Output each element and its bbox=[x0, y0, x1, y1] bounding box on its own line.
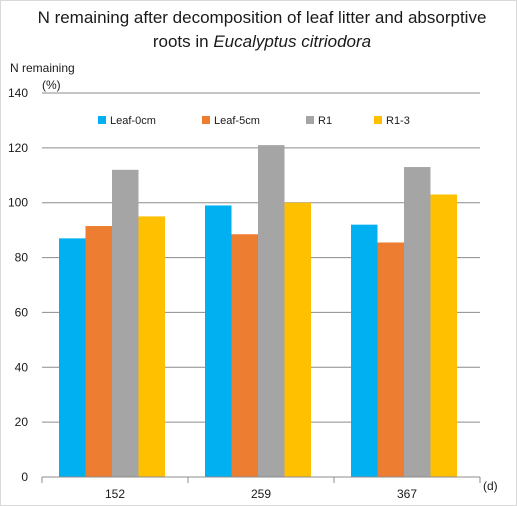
x-axis-label: (d) bbox=[483, 479, 498, 493]
legend-label-r1: R1 bbox=[318, 115, 332, 127]
y-tick-label-140: 140 bbox=[8, 86, 28, 100]
x-tick-label-259: 259 bbox=[251, 487, 271, 501]
y-tick-label-60: 60 bbox=[15, 305, 29, 319]
bar-leaf-5cm-152 bbox=[85, 226, 112, 477]
legend-swatch-leaf-5cm bbox=[202, 116, 210, 124]
bar-r1-152 bbox=[112, 169, 139, 478]
chart-title-line-1: N remaining after decomposition of leaf … bbox=[38, 8, 487, 27]
legend-swatch-r1-3 bbox=[374, 116, 382, 124]
y-tick-label-100: 100 bbox=[8, 196, 28, 210]
y-tick-label-0: 0 bbox=[21, 470, 28, 484]
bar-r1-3-367 bbox=[430, 194, 457, 477]
chart-title-species: Eucalyptus citriodora bbox=[213, 32, 371, 51]
y-tick-label-40: 40 bbox=[15, 360, 29, 374]
chart-title-line-2-plain: roots in bbox=[153, 32, 213, 51]
x-tick-label-367: 367 bbox=[397, 487, 417, 501]
y-axis-label: N remaining bbox=[10, 61, 75, 75]
x-tick-label-152: 152 bbox=[105, 487, 125, 501]
legend: Leaf-0cm Leaf-5cm R1 R1-3 bbox=[98, 115, 410, 127]
bar-leaf-0cm-152 bbox=[59, 238, 86, 477]
bar-r1-3-152 bbox=[138, 216, 165, 477]
bars bbox=[59, 145, 457, 478]
legend-swatch-r1 bbox=[306, 116, 314, 124]
legend-label-leaf-0cm: Leaf-0cm bbox=[110, 115, 156, 127]
chart-title-line-2: roots in Eucalyptus citriodora bbox=[153, 32, 371, 51]
x-axis: 152 259 367 bbox=[41, 476, 481, 501]
y-axis-unit: (%) bbox=[42, 78, 61, 92]
legend-label-r1-3: R1-3 bbox=[386, 115, 410, 127]
y-tick-label-20: 20 bbox=[15, 415, 29, 429]
y-tick-labels: 0 20 40 60 80 100 120 140 bbox=[8, 86, 28, 484]
bar-leaf-0cm-259 bbox=[205, 205, 232, 477]
bar-r1-367 bbox=[404, 167, 431, 478]
y-tick-label-80: 80 bbox=[15, 251, 29, 265]
bar-leaf-5cm-259 bbox=[231, 234, 258, 477]
legend-swatch-leaf-0cm bbox=[98, 116, 106, 124]
bar-leaf-5cm-367 bbox=[377, 242, 404, 477]
legend-label-leaf-5cm: Leaf-5cm bbox=[214, 115, 260, 127]
bar-leaf-0cm-367 bbox=[351, 224, 378, 477]
bar-r1-259 bbox=[258, 145, 285, 477]
bar-r1-3-259 bbox=[284, 202, 311, 477]
y-tick-label-120: 120 bbox=[8, 141, 28, 155]
